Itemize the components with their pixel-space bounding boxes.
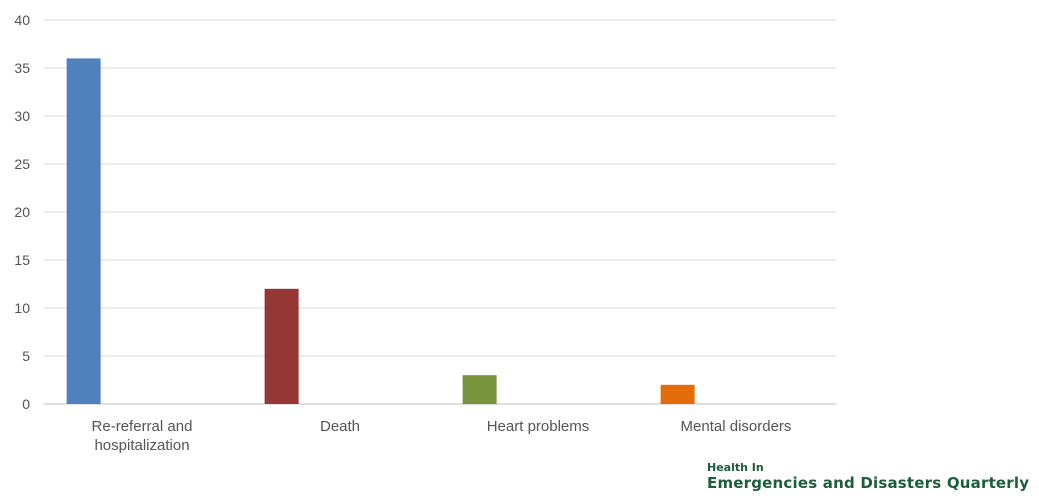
- y-tick-label: 20: [14, 204, 30, 220]
- x-category-label: Heart problems: [487, 418, 590, 435]
- bars: [66, 58, 695, 405]
- y-tick-label: 5: [22, 348, 30, 364]
- y-axis-tick-labels: 0 5 10 15 20 25 30 35 40: [14, 12, 30, 412]
- y-tick-label: 10: [14, 300, 30, 316]
- bar-0: [66, 58, 101, 405]
- journal-logo: Health In Emergencies and Disasters Quar…: [707, 462, 1029, 491]
- bar-2: [462, 375, 497, 404]
- bar-3: [660, 384, 695, 404]
- y-tick-label: 15: [14, 252, 30, 268]
- x-category-label: Death: [320, 418, 360, 435]
- y-tick-label: 40: [14, 12, 30, 28]
- bar-1: [264, 288, 299, 404]
- logo-line-2: Emergencies and Disasters Quarterly: [707, 474, 1030, 492]
- logo-line-1: Health In: [707, 461, 764, 474]
- x-category-label: Mental disorders: [681, 418, 792, 435]
- x-category-label: Re-referral and hospitalization: [92, 418, 193, 454]
- y-tick-label: 25: [14, 156, 30, 172]
- y-tick-label: 0: [22, 396, 30, 412]
- grid-lines: [44, 19, 836, 405]
- y-tick-label: 30: [14, 108, 30, 124]
- x-axis-category-labels: Re-referral and hospitalization Death Heart…: [92, 418, 792, 454]
- y-tick-label: 35: [14, 60, 30, 76]
